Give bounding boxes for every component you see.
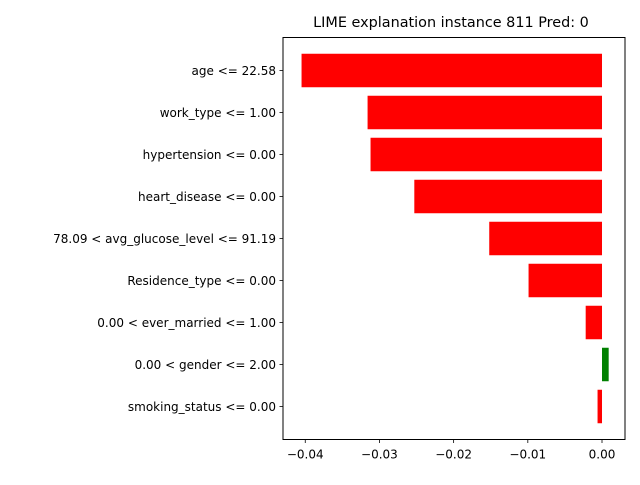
y-tick-label: hypertension <= 0.00 [143,148,276,162]
y-tick-label: heart_disease <= 0.00 [138,190,276,204]
bar [414,179,603,214]
chart-title: LIME explanation instance 811 Pred: 0 [313,15,589,31]
y-tick-layer: age <= 22.58 work_type <= 1.00 hypertensio… [53,64,283,414]
y-tick-label: Residence_type <= 0.00 [127,274,276,288]
y-tick-label: smoking_status <= 0.00 [128,400,276,414]
y-tick-label: 78.09 < avg_glucose_level <= 91.19 [53,232,276,246]
bar [367,95,603,130]
axes-frame [282,37,626,440]
bar [370,137,603,172]
x-tick-layer: −0.04 −0.03 −0.02 −0.01 0.00 [287,439,616,462]
y-tick-label: 0.00 < ever_married <= 1.00 [97,316,276,330]
bar [301,53,603,88]
x-tick-label: −0.01 [509,448,546,462]
bar [489,221,603,256]
y-tick-label: age <= 22.58 [192,64,276,78]
bar [597,389,603,424]
x-tick-label: −0.04 [287,448,324,462]
x-tick-label: −0.02 [435,448,472,462]
y-tick-label: 0.00 < gender <= 2.00 [135,358,276,372]
bars-layer [301,53,609,424]
x-tick-label: −0.03 [361,448,398,462]
y-tick-label: work_type <= 1.00 [160,106,276,120]
bar [585,305,603,340]
bar [528,263,603,298]
bar [602,347,609,382]
x-tick-label: 0.00 [589,448,616,462]
